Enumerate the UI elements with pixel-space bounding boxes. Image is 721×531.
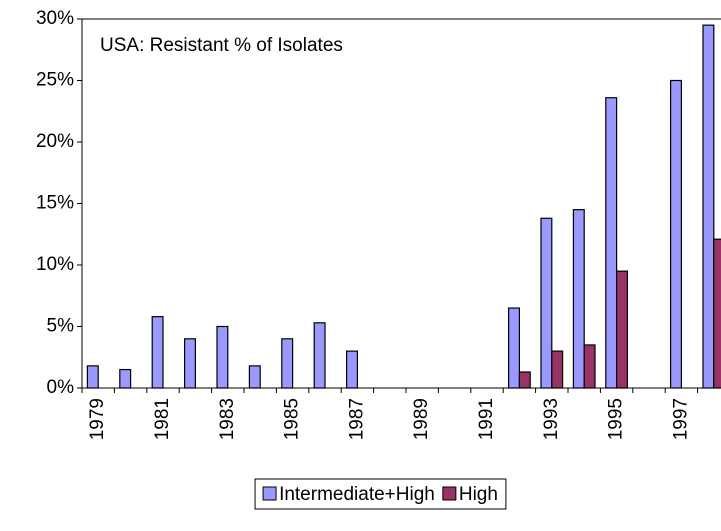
bar (281, 338, 294, 389)
bar (518, 371, 531, 389)
x-tick-label: 1981 (152, 398, 173, 440)
legend-swatch (262, 486, 277, 501)
y-tick-label: 0% (47, 377, 75, 398)
bar (702, 24, 715, 389)
bar (572, 209, 585, 389)
bar (713, 238, 721, 389)
x-tick-label: 1993 (541, 398, 562, 440)
bar (119, 368, 132, 389)
y-tick-label: 5% (47, 316, 75, 337)
chart-title: USA: Resistant % of Isolates (100, 35, 343, 56)
bar (151, 316, 164, 389)
y-tick-label: 25% (36, 70, 74, 91)
x-tick-label: 1991 (476, 398, 497, 440)
x-tick-label: 1987 (346, 398, 367, 440)
legend-label: High (459, 484, 498, 505)
x-tick-label: 1985 (282, 398, 303, 440)
bar (551, 350, 564, 389)
legend: Intermediate+High High (254, 478, 507, 510)
y-tick-label: 30% (36, 8, 74, 29)
x-tick-label: 1997 (670, 398, 691, 440)
bar (346, 350, 359, 389)
bar (508, 307, 521, 389)
bar (248, 365, 261, 389)
bar (313, 322, 326, 389)
bar (86, 365, 99, 389)
bar (615, 270, 628, 389)
y-tick-label: 15% (36, 193, 74, 214)
bar (605, 97, 618, 389)
bar (216, 325, 229, 389)
legend-box (254, 478, 507, 510)
legend-label: Intermediate+High (279, 484, 435, 505)
bar (540, 217, 553, 389)
y-tick-label: 20% (36, 131, 74, 152)
bar (669, 79, 682, 389)
x-tick-label: 1989 (411, 398, 432, 440)
x-tick-label: 1979 (87, 398, 108, 440)
x-tick-label: 1983 (217, 398, 238, 440)
x-tick-label: 1995 (606, 398, 627, 440)
bar (184, 338, 197, 389)
y-tick-label: 10% (36, 254, 74, 275)
legend-swatch (442, 486, 457, 501)
bar (583, 344, 596, 389)
